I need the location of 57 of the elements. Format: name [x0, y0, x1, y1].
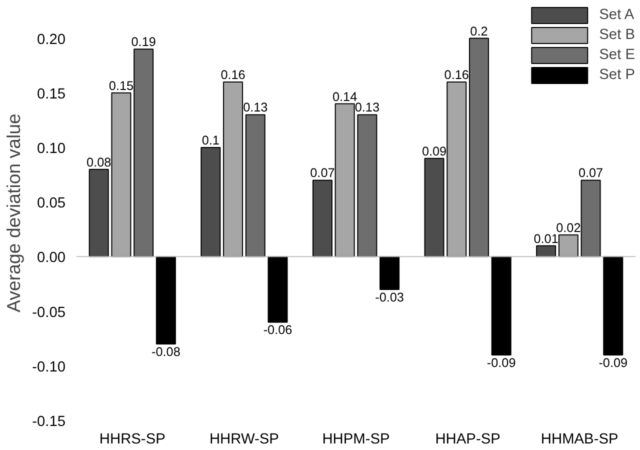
data-label: -0.08: [152, 345, 180, 360]
bar: [468, 38, 489, 258]
bar: [357, 114, 378, 258]
data-label: 0.16: [220, 68, 246, 82]
data-label: 0.15: [108, 78, 134, 93]
x-tick-label: HHMAB-SP: [540, 432, 618, 448]
y-tick-label: 0.05: [36, 196, 66, 212]
data-label: 0.13: [354, 100, 380, 115]
bar: [134, 48, 154, 258]
bar: [156, 256, 176, 345]
data-label: 0.07: [578, 166, 604, 180]
x-tick-label: HHAP-SP: [435, 432, 500, 448]
data-label: 0.09: [422, 144, 447, 158]
bar: [268, 256, 288, 323]
y-tick-label: -0.10: [32, 359, 66, 376]
y-axis-title: Average deviation value: [3, 114, 24, 312]
bar: [446, 81, 467, 258]
legend-label: Set B: [599, 27, 635, 43]
bar: [245, 114, 266, 258]
bar: [424, 158, 444, 258]
x-tick-label: HHRS-SP: [99, 432, 166, 448]
bar: [312, 180, 332, 258]
x-tick-label: HHPM-SP: [322, 432, 390, 448]
bar: [380, 256, 400, 290]
bar: [558, 234, 578, 258]
data-label: -0.03: [375, 290, 404, 304]
data-label: 0.1: [202, 133, 220, 148]
x-tick-label: HHRW-SP: [209, 432, 279, 448]
data-label: 0.13: [243, 100, 268, 115]
legend-label: Set E: [599, 47, 635, 63]
data-label: 0.19: [131, 35, 156, 50]
bar: [200, 146, 221, 258]
data-label: 0.01: [534, 232, 558, 246]
y-tick-label: 0.15: [36, 86, 66, 102]
y-tick-label: 0.10: [36, 140, 66, 157]
bar: [603, 256, 624, 356]
data-label: 0.07: [310, 166, 335, 180]
bar: [334, 103, 355, 258]
bar: [88, 168, 109, 258]
data-label: 0.16: [444, 68, 469, 82]
y-tick-label: -0.05: [32, 304, 66, 321]
bar: [223, 81, 244, 258]
data-label: 0.02: [556, 220, 581, 235]
y-tick-label: 0.20: [36, 32, 66, 48]
y-tick-label: 0.00: [36, 250, 66, 266]
data-label: 0.08: [86, 155, 112, 170]
data-label: 0.2: [470, 24, 488, 38]
legend-label: Set P: [599, 67, 635, 83]
bar: [491, 256, 512, 356]
y-tick-label: -0.15: [32, 414, 66, 430]
data-label: 0.14: [332, 90, 358, 104]
data-label: -0.09: [598, 356, 628, 370]
data-label: -0.06: [263, 323, 292, 338]
bar: [580, 180, 601, 258]
bar: [111, 92, 132, 258]
data-label: -0.09: [486, 356, 516, 370]
legend-label: Set A: [599, 7, 634, 23]
